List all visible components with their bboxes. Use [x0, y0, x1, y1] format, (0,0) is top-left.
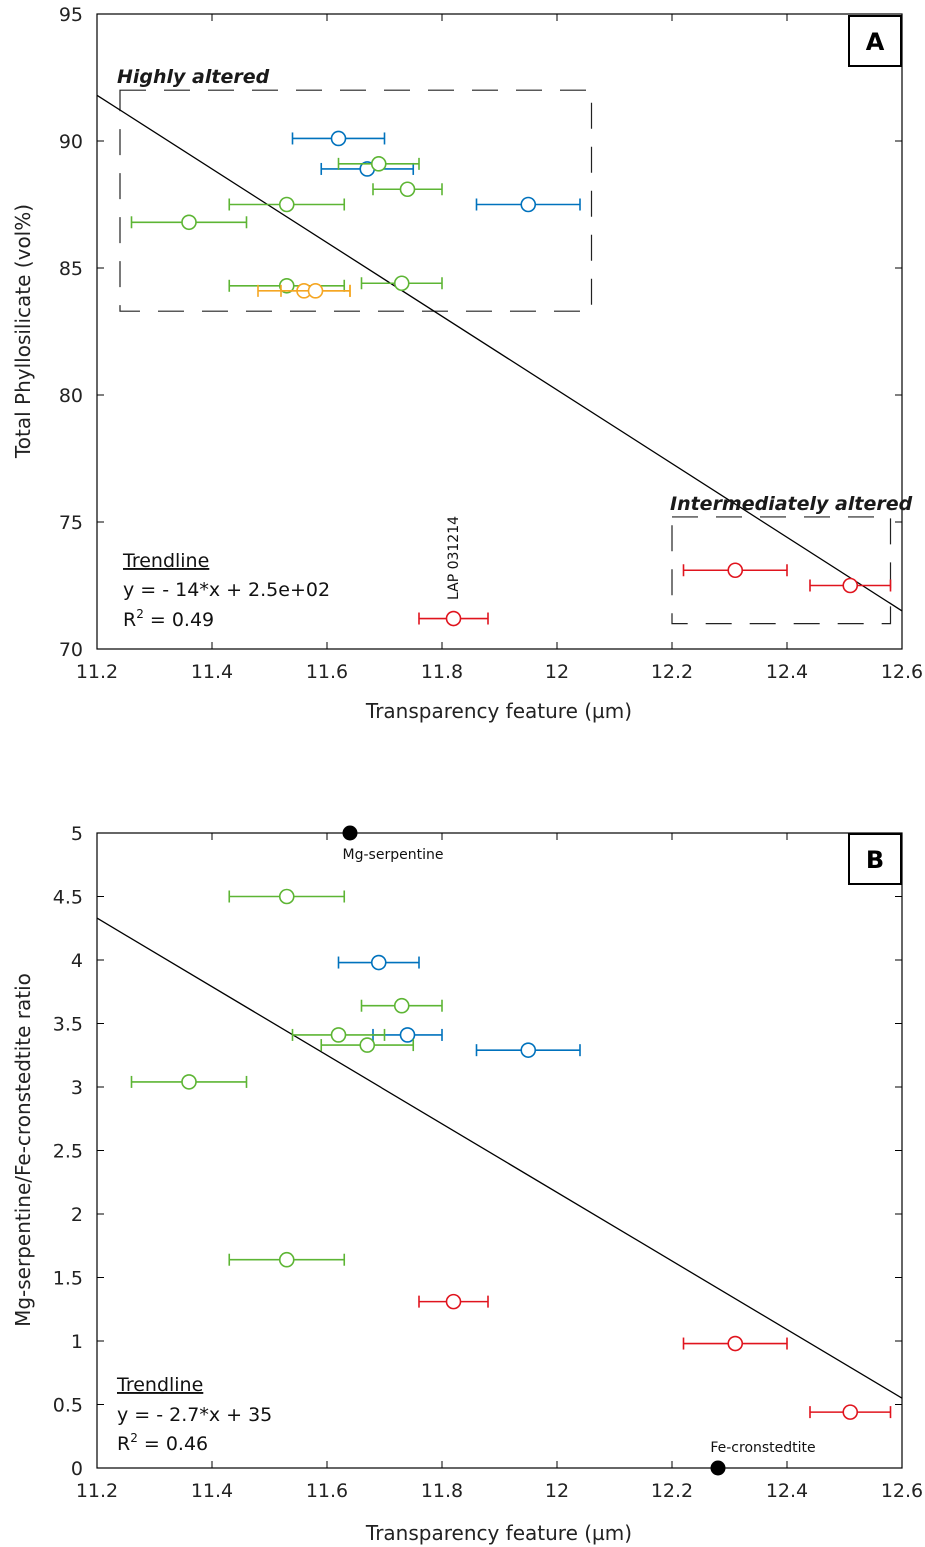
intermediately-altered-label: Intermediately altered — [670, 493, 913, 515]
data-point — [320, 1037, 415, 1053]
x-tick-label: 11.6 — [306, 661, 348, 683]
x-tick-label: 11.2 — [76, 1480, 118, 1502]
y-tick-label: 0.5 — [53, 1395, 83, 1417]
panel-a-trendline-equation: y = - 14*x + 2.5e+02 — [123, 579, 330, 601]
panel-b-trendline-equation: y = - 2.7*x + 35 — [117, 1404, 272, 1426]
x-tick-label: 11.8 — [421, 661, 463, 683]
y-tick-label: 0 — [71, 1458, 83, 1480]
x-tick-label: 11.2 — [76, 661, 118, 683]
lap-031214-label: LAP 031214 — [446, 516, 462, 600]
y-tick-label: 90 — [59, 131, 83, 153]
region-box — [671, 516, 892, 625]
panel-a-data-points — [130, 130, 892, 627]
panel-a-region-boxes — [119, 89, 892, 625]
data-point — [809, 1404, 892, 1420]
x-tick-label: 12.2 — [651, 1480, 693, 1502]
data-point — [291, 1027, 386, 1043]
panel-b: 11.2 11.4 11.6 11.8 12 12.2 12.4 12.6 0 0.5 1 1.5 2 2… — [11, 823, 923, 1545]
x-tick-label: 11.6 — [306, 1480, 348, 1502]
y-tick-label: 1 — [71, 1331, 83, 1353]
trendline — [96, 917, 903, 1399]
y-tick-label: 4 — [71, 950, 83, 972]
trendline — [96, 94, 903, 612]
panel-a-y-axis-label: Total Phyllosilicate (vol%) — [11, 204, 35, 459]
y-tick-label: 2 — [71, 1204, 83, 1226]
data-point — [280, 283, 351, 299]
panel-b-endmembers — [342, 825, 726, 1476]
data-point — [320, 161, 415, 177]
y-tick-label: 80 — [59, 385, 83, 407]
data-point — [130, 214, 248, 231]
y-tick-label: 75 — [59, 512, 83, 534]
panel-b-letter-box — [848, 833, 902, 885]
panel-b-data-points — [130, 888, 892, 1420]
x-tick-label: 12.4 — [766, 661, 808, 683]
y-tick-label: 3.5 — [53, 1014, 83, 1036]
x-tick-label: 12.6 — [881, 661, 923, 683]
data-point — [228, 888, 346, 905]
panel-a-letter: A — [866, 28, 885, 56]
data-point — [809, 577, 892, 594]
panel-a-plot-frame — [96, 13, 903, 650]
data-point — [475, 196, 581, 213]
x-tick-label: 11.4 — [191, 1480, 233, 1502]
x-tick-label: 12 — [545, 1480, 569, 1502]
y-tick-label: 4.5 — [53, 887, 83, 909]
panel-a-ticks: 11.2 11.4 11.6 11.8 12 12.2 12.4 12.6 70 75 80 85 90… — [59, 4, 923, 683]
y-tick-label: 1.5 — [53, 1268, 83, 1290]
y-tick-label: 70 — [59, 639, 83, 661]
data-point — [228, 1251, 346, 1268]
x-tick-label: 11.4 — [191, 661, 233, 683]
data-point — [228, 277, 346, 294]
data-point — [291, 130, 386, 147]
region-box — [119, 89, 593, 312]
x-tick-label: 12 — [545, 661, 569, 683]
data-point — [682, 562, 788, 579]
data-point — [682, 1335, 788, 1352]
data-point — [228, 196, 346, 213]
panel-b-letter: B — [866, 846, 884, 874]
data-point — [418, 1293, 489, 1310]
panel-b-ticks: 11.2 11.4 11.6 11.8 12 12.2 12.4 12.6 0 0.5 1 1.5 2 2… — [53, 823, 923, 1502]
panel-b-x-axis-label: Transparency feature (µm) — [365, 1521, 632, 1545]
panel-a-letter-box — [848, 15, 902, 67]
panel-a-trendline — [96, 94, 903, 612]
panel-b-r-squared: R2 = 0.46 — [117, 1431, 208, 1455]
y-tick-label: 3 — [71, 1077, 83, 1099]
y-tick-label: 85 — [59, 258, 83, 280]
panel-b-plot-frame — [96, 832, 903, 1469]
x-tick-label: 11.8 — [421, 1480, 463, 1502]
data-point — [337, 156, 420, 172]
panel-b-trendline-title: Trendline — [116, 1374, 203, 1396]
data-point — [360, 997, 443, 1014]
panel-a: 11.2 11.4 11.6 11.8 12 12.2 12.4 12.6 70 75 80 85 90… — [11, 4, 923, 723]
highly-altered-label: Highly altered — [117, 66, 270, 88]
x-tick-label: 12.6 — [881, 1480, 923, 1502]
panel-b-y-axis-label: Mg-serpentine/Fe-cronstedtite ratio — [11, 973, 35, 1327]
y-tick-label: 95 — [59, 4, 83, 26]
x-tick-label: 12.2 — [651, 661, 693, 683]
data-point — [360, 275, 443, 292]
panel-a-trendline-title: Trendline — [122, 550, 209, 572]
mg-serpentine-label: Mg-serpentine — [343, 847, 444, 863]
data-point — [475, 1042, 581, 1058]
y-tick-label: 2.5 — [53, 1141, 83, 1163]
data-point — [418, 610, 489, 627]
data-point — [337, 954, 420, 971]
data-point — [130, 1074, 248, 1090]
x-tick-label: 12.4 — [766, 1480, 808, 1502]
panel-a-r-squared: R2 = 0.49 — [123, 607, 214, 631]
panel-b-trendline — [96, 917, 903, 1399]
data-point — [372, 181, 443, 198]
y-tick-label: 5 — [71, 823, 83, 845]
fe-cronstedtite-label: Fe-cronstedtite — [710, 1440, 815, 1456]
panel-a-x-axis-label: Transparency feature (µm) — [365, 699, 632, 723]
